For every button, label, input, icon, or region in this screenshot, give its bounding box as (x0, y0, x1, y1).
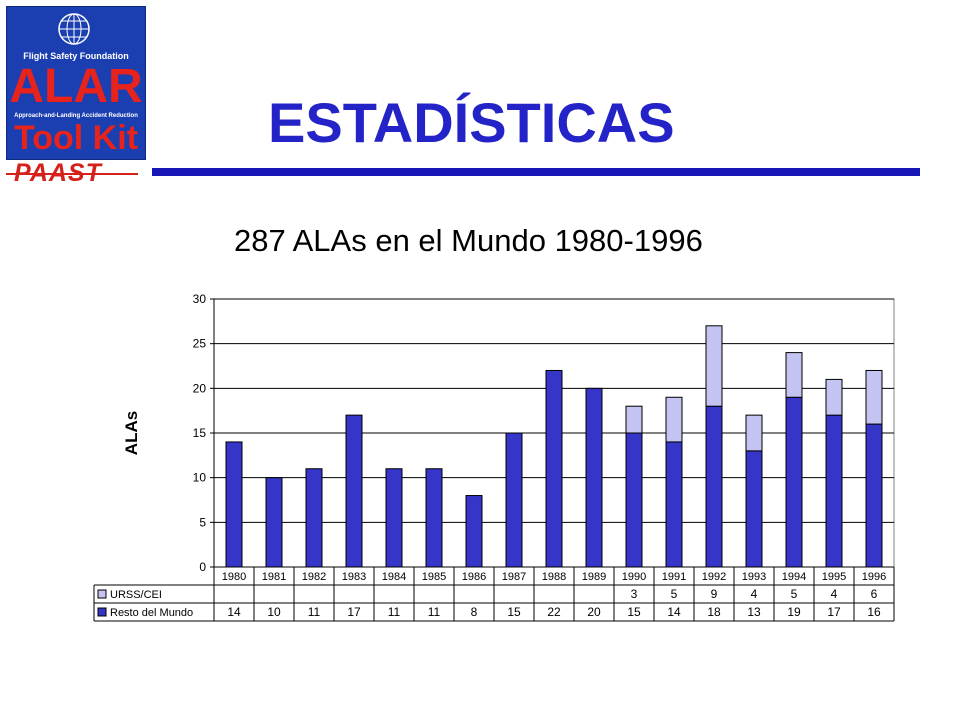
y-tick-label: 20 (193, 381, 207, 395)
data-label: 11 (308, 605, 321, 619)
x-tick-label: 1984 (382, 571, 406, 583)
data-label: 19 (787, 605, 801, 619)
data-label: 20 (587, 605, 601, 619)
bar-resto-del-mundo (705, 405, 723, 568)
bar-resto-del-mundo (425, 468, 443, 568)
bar-urss-cei (625, 405, 643, 434)
bar-urss-cei (745, 414, 763, 452)
x-tick-label: 1985 (422, 571, 446, 583)
data-label: 4 (831, 587, 838, 601)
bar-resto-del-mundo (785, 396, 803, 568)
x-tick-label: 1990 (622, 571, 646, 583)
bar-resto-del-mundo (665, 441, 683, 568)
legend-key (97, 589, 107, 599)
paast-underline (6, 173, 138, 175)
data-label: 15 (627, 605, 641, 619)
y-tick-label: 15 (193, 426, 207, 440)
data-label: 5 (791, 587, 798, 601)
data-label: 3 (631, 587, 638, 601)
bar-resto-del-mundo (225, 441, 243, 568)
x-tick-label: 1993 (742, 571, 766, 583)
x-tick-label: 1987 (502, 571, 526, 583)
data-label: 4 (751, 587, 758, 601)
alar-logo: Flight Safety Foundation ALAR Approach-a… (6, 6, 146, 160)
x-tick-label: 1986 (462, 571, 486, 583)
y-axis-label: ALAs (122, 411, 141, 455)
y-tick-label: 10 (193, 471, 207, 485)
logo-main-text: ALAR (9, 60, 143, 113)
y-tick-label: 30 (193, 292, 207, 306)
x-tick-label: 1994 (782, 571, 806, 583)
bar-urss-cei (825, 378, 843, 416)
title-rule (152, 168, 920, 176)
data-label: 15 (507, 605, 521, 619)
bar-resto-del-mundo (345, 414, 363, 568)
bar-resto-del-mundo (745, 450, 763, 568)
bar-resto-del-mundo (505, 432, 523, 568)
bar-urss-cei (865, 369, 883, 425)
bar-resto-del-mundo (545, 369, 563, 568)
bar-resto-del-mundo (265, 477, 283, 568)
data-label: 17 (347, 605, 361, 619)
bar-resto-del-mundo (385, 468, 403, 568)
x-tick-label: 1991 (662, 571, 686, 583)
bar-resto-del-mundo (465, 495, 483, 568)
bar-resto-del-mundo (865, 423, 883, 568)
y-tick-label: 0 (199, 560, 206, 574)
bar-urss-cei (665, 396, 683, 443)
data-label: 11 (388, 605, 401, 619)
bar-urss-cei (705, 325, 723, 407)
chart-title: 287 ALAs en el Mundo 1980-1996 (234, 223, 703, 258)
legend-label: URSS/CEI (110, 589, 162, 601)
x-tick-label: 1982 (302, 571, 326, 583)
data-label: 6 (871, 587, 878, 601)
data-label: 16 (867, 605, 881, 619)
globe-icon (58, 13, 90, 45)
x-tick-label: 1980 (222, 571, 246, 583)
x-tick-label: 1996 (862, 571, 886, 583)
data-label: 18 (707, 605, 721, 619)
x-tick-label: 1988 (542, 571, 566, 583)
data-label: 13 (747, 605, 761, 619)
data-label: 14 (227, 605, 241, 619)
y-tick-label: 25 (193, 337, 207, 351)
page-title: ESTADÍSTICAS (268, 91, 675, 154)
logo-subtitle-text: Approach-and-Landing Accident Reduction (14, 113, 138, 119)
x-tick-label: 1989 (582, 571, 606, 583)
x-tick-label: 1995 (822, 571, 846, 583)
data-label: 8 (471, 605, 478, 619)
data-label: 9 (711, 587, 718, 601)
logo-toolkit-text: Tool Kit (14, 119, 138, 157)
data-label: 17 (827, 605, 841, 619)
bar-resto-del-mundo (585, 387, 603, 568)
paast-badge: PAAST (14, 159, 102, 187)
bar-urss-cei (785, 352, 803, 398)
data-label: 11 (428, 605, 441, 619)
y-tick-label: 5 (199, 515, 206, 529)
x-tick-label: 1983 (342, 571, 366, 583)
x-tick-label: 1981 (262, 571, 286, 583)
legend-label: Resto del Mundo (110, 607, 193, 619)
data-label: 10 (267, 605, 281, 619)
logo-org-text: Flight Safety Foundation (23, 51, 129, 61)
bar-resto-del-mundo (625, 432, 643, 568)
data-label: 14 (667, 605, 681, 619)
bar-resto-del-mundo (305, 468, 323, 568)
legend-key (97, 607, 107, 617)
data-label: 22 (547, 605, 561, 619)
data-label: 5 (671, 587, 678, 601)
x-tick-label: 1992 (702, 571, 726, 583)
bar-resto-del-mundo (825, 414, 843, 568)
